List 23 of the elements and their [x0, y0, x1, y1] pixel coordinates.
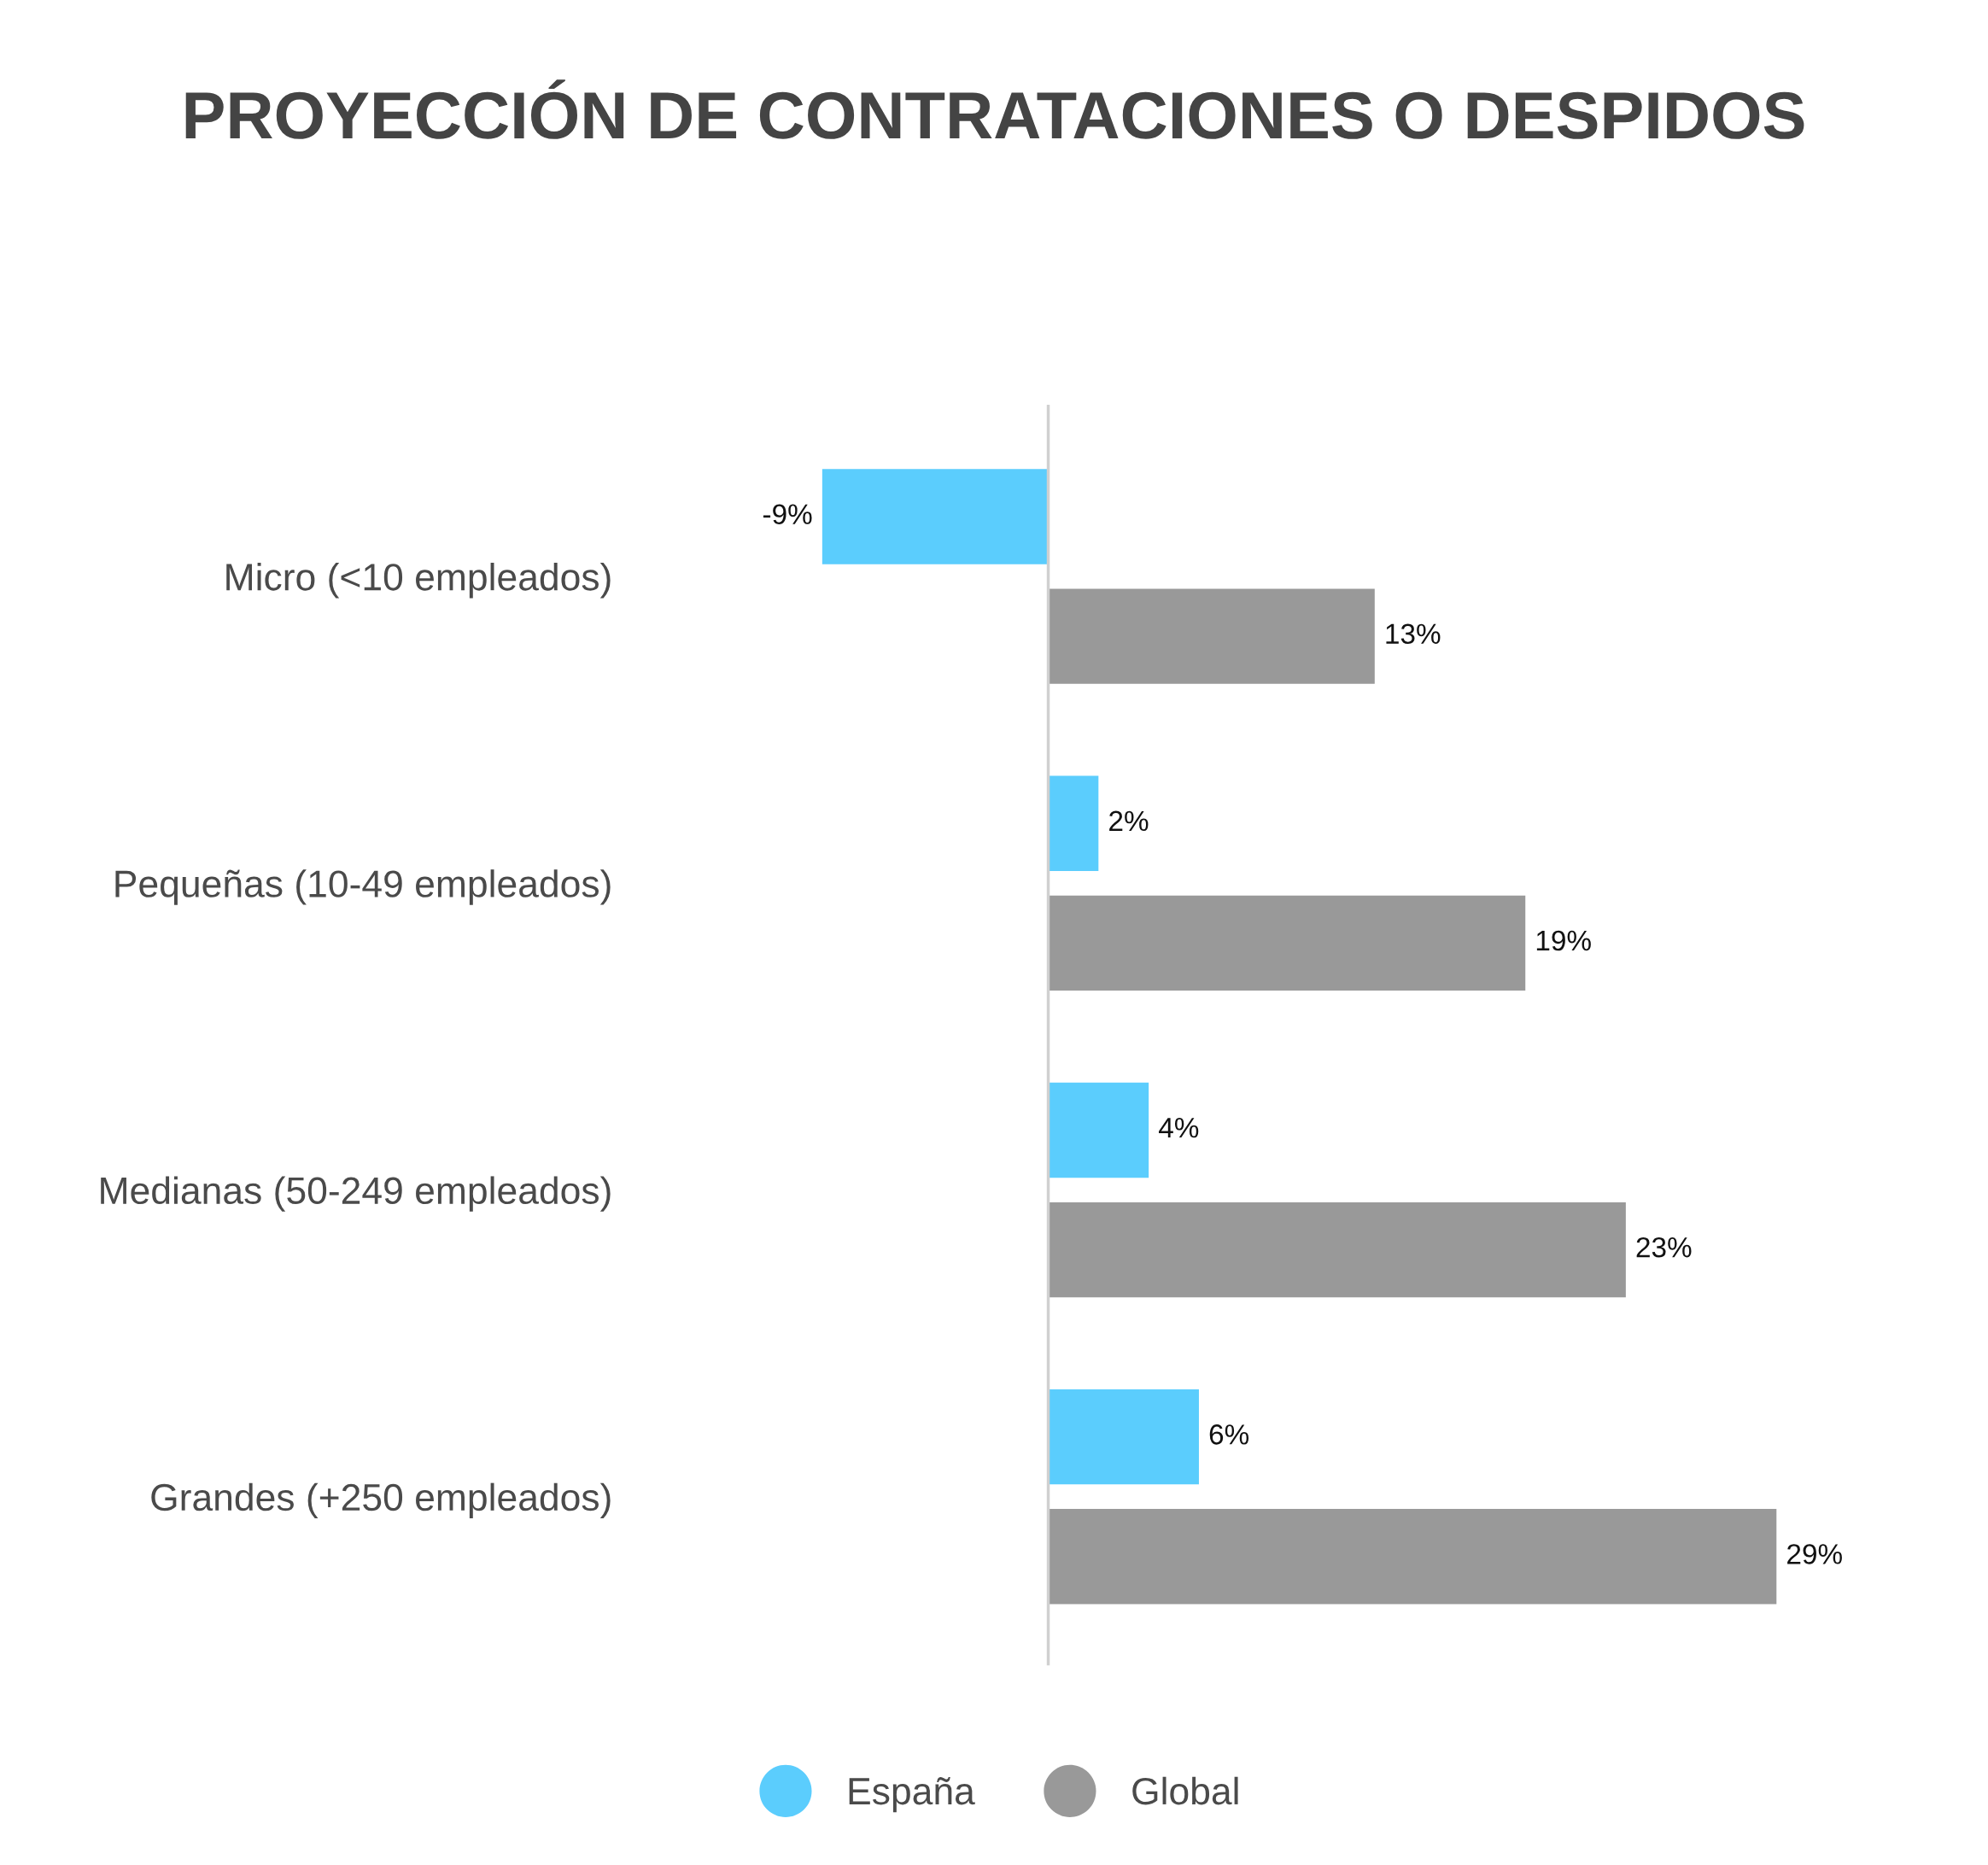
bar [1048, 1201, 1626, 1298]
bar [1048, 895, 1526, 991]
bar [822, 469, 1049, 564]
data-label: 23% [1636, 1237, 1692, 1258]
legend-label: Global [1132, 1776, 1238, 1805]
chart-title: PROYECCIÓN DE CONTRATACIONES O DESPIDOS [185, 79, 1804, 139]
data-label: 6% [1209, 1424, 1249, 1445]
bar [1048, 1082, 1149, 1178]
y-tick-label: Medianas (50-249 empleados) [101, 1176, 611, 1212]
data-label: 4% [1159, 1117, 1199, 1138]
bar [1048, 775, 1099, 871]
data-label: 2% [1109, 810, 1149, 832]
y-tick-label: Grandes (+250 empleados) [151, 1482, 611, 1519]
bar [1048, 1389, 1199, 1485]
data-label: 19% [1536, 930, 1591, 951]
data-label: 29% [1787, 1544, 1842, 1564]
legend-label: España [849, 1777, 975, 1813]
data-label: 13% [1386, 623, 1441, 645]
bar [1048, 1509, 1777, 1605]
y-tick-label: Micro (<10 empleados) [226, 562, 611, 599]
y-tick-label: Pequeñas (10-49 empleados) [115, 869, 611, 905]
data-label: -9% [763, 504, 812, 524]
bar [1048, 588, 1375, 684]
